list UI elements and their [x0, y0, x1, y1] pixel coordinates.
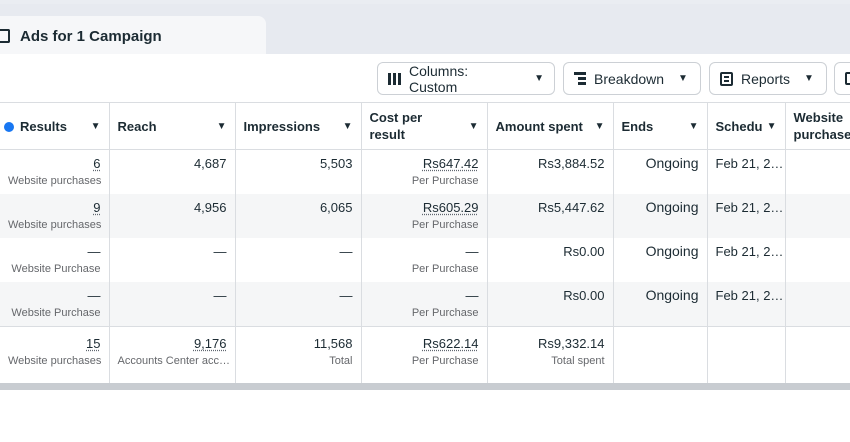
breakdown-button[interactable]: Breakdown ▼	[563, 62, 701, 95]
website-purchases-cell	[785, 238, 850, 282]
cost-cell: — Per Purchase	[361, 282, 488, 327]
breakdown-label: Breakdown	[594, 70, 665, 87]
col-results[interactable]: Results ▼	[0, 102, 110, 150]
chevron-down-icon[interactable]: ▼	[688, 121, 699, 132]
chevron-down-icon[interactable]: ▼	[216, 121, 227, 132]
sort-dot-icon	[4, 122, 14, 133]
schedule-total-cell	[707, 326, 786, 387]
table-header-row: Results ▼ Reach ▼ Impressions ▼ Cost per re…	[0, 102, 850, 150]
impressions-total-cell: 11,568 Total	[235, 326, 362, 387]
reports-label: Reports	[741, 70, 791, 87]
export-icon	[845, 72, 850, 85]
spent-cell: Rs3,884.52	[487, 149, 614, 194]
columns-label: Columns: Custom	[409, 62, 469, 95]
results-cell: — Website Purchase	[0, 282, 110, 327]
ends-cell: Ongoing	[613, 238, 708, 282]
col-amount-spent[interactable]: Amount spent ▼	[487, 102, 614, 150]
cost-cell: Rs647.42 Per Purchase	[361, 149, 488, 194]
schedule-cell: Feb 21, 2…	[707, 149, 786, 194]
table-row: — Website Purchase — — — Per Purchase Rs0.…	[0, 282, 850, 327]
col-ends[interactable]: Ends ▼	[613, 102, 708, 150]
impressions-cell: —	[235, 238, 362, 282]
website-purchases-total-cell	[785, 326, 850, 387]
ad-icon	[0, 29, 10, 43]
table-row: 6 Website purchases 4,687 5,503 Rs647.42 P…	[0, 149, 850, 194]
reach-cell: —	[109, 282, 236, 327]
more-button[interactable]	[834, 62, 850, 95]
col-schedule[interactable]: Schedu ▼	[707, 102, 786, 150]
chevron-down-icon[interactable]: ▼	[766, 121, 777, 132]
spent-total-cell: Rs9,332.14 Total spent	[487, 326, 614, 387]
chevron-down-icon[interactable]: ▼	[342, 121, 353, 132]
cost-cell: — Per Purchase	[361, 238, 488, 282]
ends-cell: Ongoing	[613, 194, 708, 238]
col-impressions[interactable]: Impressions ▼	[235, 102, 362, 150]
ends-total-cell	[613, 326, 708, 387]
results-cell: 9 Website purchases	[0, 194, 110, 238]
ads-table: Results ▼ Reach ▼ Impressions ▼ Cost per re…	[0, 102, 850, 387]
reach-cell: —	[109, 238, 236, 282]
breakdown-icon	[574, 72, 586, 85]
schedule-cell: Feb 21, 2…	[707, 238, 786, 282]
col-reach[interactable]: Reach ▼	[109, 102, 236, 150]
cost-cell: Rs605.29 Per Purchase	[361, 194, 488, 238]
columns-icon	[388, 72, 401, 85]
results-cell: — Website Purchase	[0, 238, 110, 282]
spent-cell: Rs0.00	[487, 282, 614, 327]
impressions-cell: 5,503	[235, 149, 362, 194]
col-website-purchases[interactable]: Website purchase	[785, 102, 850, 150]
cost-total-cell: Rs622.14 Per Purchase	[361, 326, 488, 387]
col-cost-per-result[interactable]: Cost per result ▼	[361, 102, 488, 150]
reach-total-cell: 9,176 Accounts Center acc…	[109, 326, 236, 387]
website-purchases-cell	[785, 282, 850, 327]
horizontal-scrollbar[interactable]	[0, 383, 850, 390]
toolbar: Columns: Custom ▼ Breakdown ▼ Reports ▼	[0, 54, 850, 102]
top-band: Ads for 1 Campaign	[0, 0, 850, 56]
table-row: — Website Purchase — — — Per Purchase Rs0.…	[0, 238, 850, 282]
totals-row: 15 Website purchases 9,176 Accounts Center…	[0, 326, 850, 387]
impressions-cell: —	[235, 282, 362, 327]
spent-cell: Rs0.00	[487, 238, 614, 282]
website-purchases-cell	[785, 149, 850, 194]
tab-ads[interactable]: Ads for 1 Campaign	[0, 16, 266, 56]
table-row: 9 Website purchases 4,956 6,065 Rs605.29 P…	[0, 194, 850, 238]
results-total-cell: 15 Website purchases	[0, 326, 110, 387]
schedule-cell: Feb 21, 2…	[707, 194, 786, 238]
schedule-cell: Feb 21, 2…	[707, 282, 786, 327]
tab-title: Ads for 1 Campaign	[20, 27, 162, 45]
chevron-down-icon[interactable]: ▼	[468, 121, 479, 132]
spent-cell: Rs5,447.62	[487, 194, 614, 238]
chevron-down-icon: ▼	[678, 73, 688, 84]
chevron-down-icon: ▼	[804, 73, 814, 84]
ends-cell: Ongoing	[613, 282, 708, 327]
reports-icon	[720, 71, 733, 86]
reach-cell: 4,687	[109, 149, 236, 194]
results-cell: 6 Website purchases	[0, 149, 110, 194]
reports-button[interactable]: Reports ▼	[709, 62, 827, 95]
chevron-down-icon[interactable]: ▼	[90, 121, 101, 132]
reach-cell: 4,956	[109, 194, 236, 238]
ends-cell: Ongoing	[613, 149, 708, 194]
columns-button[interactable]: Columns: Custom ▼	[377, 62, 555, 95]
impressions-cell: 6,065	[235, 194, 362, 238]
chevron-down-icon[interactable]: ▼	[594, 121, 605, 132]
chevron-down-icon: ▼	[534, 73, 544, 84]
website-purchases-cell	[785, 194, 850, 238]
